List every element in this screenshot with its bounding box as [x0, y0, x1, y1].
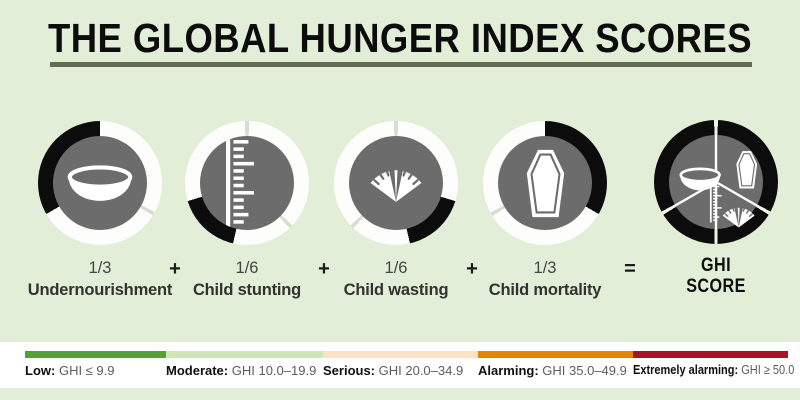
bowl-icon: [53, 136, 147, 230]
legend-bar-serious: [323, 351, 478, 358]
ghi-score-label: GHI SCORE: [663, 255, 768, 297]
legend-label: Extremely alarming:: [633, 363, 739, 377]
legend-label: Moderate:: [166, 363, 229, 378]
legend-label: Alarming:: [478, 363, 539, 378]
legend-bar-moderate: [166, 351, 323, 358]
child-wasting-weight: 1/6: [384, 259, 408, 277]
legend-label: Serious:: [323, 363, 376, 378]
ghi-score-line2: SCORE: [686, 275, 746, 297]
legend-item-low: Low: GHI ≤ 9.9: [25, 363, 115, 378]
coffin-icon: [498, 136, 592, 230]
ghi-score-line1: GHI: [701, 255, 731, 276]
legend-value: GHI 35.0–49.9: [542, 363, 627, 378]
child-stunting-ring: [185, 121, 309, 245]
undernourishment-ring: [38, 121, 162, 245]
ghi-score-ring: [654, 120, 778, 244]
legend-value: GHI ≥ 50.0: [741, 363, 795, 377]
legend-item-alarming: Alarming: GHI 35.0–49.9: [478, 363, 627, 378]
child-wasting-ring: [334, 121, 458, 245]
child-stunting-weight: 1/6: [235, 259, 259, 277]
legend-item-moderate: Moderate: GHI 10.0–19.9: [166, 363, 316, 378]
child-mortality-label: Child mortality: [488, 281, 602, 299]
child-wasting-label: Child wasting: [343, 281, 449, 299]
legend-value: GHI ≤ 9.9: [58, 363, 115, 378]
legend-bar-alarming: [478, 351, 633, 358]
scale-gauge-icon: [349, 136, 443, 230]
legend-item-extremely-alarming: Extremely alarming: GHI ≥ 50.0: [633, 363, 794, 377]
legend-value: GHI 20.0–34.9: [378, 363, 464, 378]
legend-value: GHI 10.0–19.9: [231, 363, 317, 378]
plus-operator: +: [169, 258, 181, 280]
legend-label: Low:: [25, 363, 56, 378]
equals-operator: =: [624, 258, 636, 280]
plus-operator: +: [318, 258, 330, 280]
legend-bar-low: [25, 351, 166, 358]
undernourishment-label: Undernourishment: [27, 281, 173, 299]
plus-operator: +: [466, 258, 478, 280]
legend-bar-extremely-alarming: [633, 351, 788, 358]
child-mortality-ring: [483, 121, 607, 245]
undernourishment-weight: 1/3: [88, 259, 112, 277]
child-stunting-label: Child stunting: [192, 281, 302, 299]
composite-ghi-icon: [669, 135, 763, 229]
severity-legend: Low: GHI ≤ 9.9 Moderate: GHI 10.0–19.9 S…: [0, 342, 800, 388]
title-underline: [50, 62, 752, 67]
child-mortality-weight: 1/3: [533, 259, 557, 277]
ruler-icon: [200, 136, 294, 230]
page-title: THE GLOBAL HUNGER INDEX SCORES: [47, 15, 753, 61]
legend-item-serious: Serious: GHI 20.0–34.9: [323, 363, 463, 378]
